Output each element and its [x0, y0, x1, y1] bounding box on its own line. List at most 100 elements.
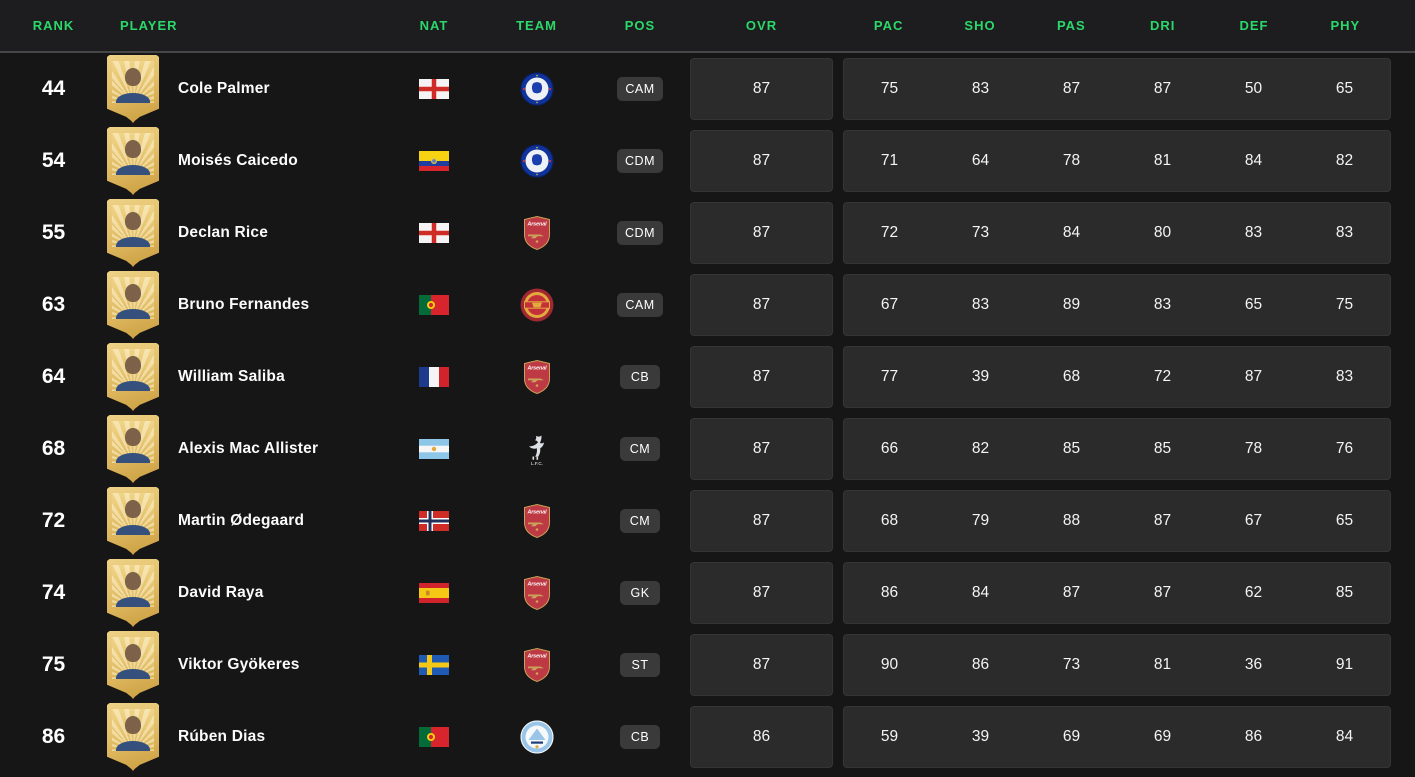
player-name[interactable]: Cole Palmer — [178, 80, 270, 97]
gold-player-card-icon[interactable] — [107, 703, 159, 771]
player-row[interactable]: 72 Martin Ødegaard Arsenal CM 87 68 79 88 87 67 65 — [0, 485, 1415, 557]
pas-value: 85 — [1062, 440, 1081, 457]
england-flag-icon — [419, 79, 449, 99]
sho-value: 79 — [971, 512, 990, 529]
gold-player-card-icon[interactable] — [107, 487, 159, 555]
player-name[interactable]: Declan Rice — [178, 224, 269, 241]
gold-player-card-icon[interactable] — [107, 127, 159, 195]
ovr-rating-box: 87 — [690, 346, 833, 408]
dri-value: 72 — [1153, 368, 1172, 385]
gold-player-card-icon[interactable] — [107, 559, 159, 627]
player-rank: 64 — [41, 365, 66, 388]
dri-value: 80 — [1153, 224, 1172, 241]
player-portrait — [112, 61, 154, 103]
def-value: 67 — [1244, 512, 1263, 529]
column-header-rank[interactable]: RANK — [32, 18, 75, 33]
sho-value: 84 — [971, 584, 990, 601]
man-city-badge-icon[interactable] — [519, 719, 555, 755]
chelsea-badge-icon[interactable] — [519, 143, 555, 179]
player-row[interactable]: 75 Viktor Gyökeres Arsenal ST 87 90 86 73 81 36 91 — [0, 629, 1415, 701]
spain-flag-icon — [419, 583, 449, 603]
arsenal-badge-icon[interactable]: Arsenal — [519, 503, 555, 539]
gold-player-card-icon[interactable] — [107, 199, 159, 267]
player-portrait — [112, 421, 154, 463]
column-header-pos[interactable]: POS — [624, 18, 656, 33]
sho-value: 86 — [971, 656, 990, 673]
sho-value: 83 — [971, 80, 990, 97]
column-header-pac[interactable]: PAC — [873, 18, 904, 33]
liverpool-badge-icon[interactable]: L.F.C. — [519, 431, 555, 467]
column-header-nat[interactable]: NAT — [419, 18, 449, 33]
player-row[interactable]: 63 Bruno Fernandes CAM 87 67 83 89 83 65 75 — [0, 269, 1415, 341]
gold-player-card-icon[interactable] — [107, 343, 159, 411]
ovr-value: 87 — [752, 440, 771, 457]
column-header-ovr[interactable]: OVR — [745, 18, 778, 33]
column-header-phy[interactable]: PHY — [1330, 18, 1361, 33]
player-row[interactable]: 55 Declan Rice Arsenal CDM 87 72 73 84 80 83 83 — [0, 197, 1415, 269]
chelsea-badge-icon[interactable] — [519, 71, 555, 107]
dri-value: 87 — [1153, 512, 1172, 529]
player-row[interactable]: 86 Rúben Dias CB 86 59 39 69 69 86 84 — [0, 701, 1415, 773]
def-value: 36 — [1244, 656, 1263, 673]
phy-value: 75 — [1335, 296, 1354, 313]
pas-value: 78 — [1062, 152, 1081, 169]
player-name[interactable]: Bruno Fernandes — [178, 296, 310, 313]
column-header-team[interactable]: TEAM — [516, 18, 557, 33]
arsenal-badge-icon[interactable]: Arsenal — [519, 647, 555, 683]
gold-player-card-icon[interactable] — [107, 415, 159, 483]
player-row[interactable]: 44 Cole Palmer CAM 87 75 83 87 87 50 65 — [0, 53, 1415, 125]
player-name[interactable]: Rúben Dias — [178, 728, 266, 745]
ovr-value: 87 — [752, 80, 771, 97]
position-badge: CB — [620, 725, 660, 749]
player-rank: 54 — [41, 149, 66, 172]
pac-value: 75 — [880, 80, 899, 97]
ovr-value: 87 — [752, 224, 771, 241]
def-value: 87 — [1244, 368, 1263, 385]
sho-value: 82 — [971, 440, 990, 457]
player-name[interactable]: Martin Ødegaard — [178, 512, 305, 529]
player-row-partial — [0, 773, 1415, 777]
column-header-player[interactable]: PLAYER — [120, 18, 178, 33]
portugal-flag-icon — [419, 295, 449, 315]
player-portrait — [112, 709, 154, 751]
column-header-pas[interactable]: PAS — [1056, 18, 1086, 33]
player-name[interactable]: David Raya — [178, 584, 264, 601]
player-row[interactable]: 64 William Saliba Arsenal CB 87 77 39 68 72 87 83 — [0, 341, 1415, 413]
dri-value: 87 — [1153, 80, 1172, 97]
svg-text:Arsenal: Arsenal — [526, 654, 547, 660]
column-header-def[interactable]: DEF — [1239, 18, 1269, 33]
sho-value: 73 — [971, 224, 990, 241]
gold-player-card-icon[interactable] — [107, 55, 159, 123]
phy-value: 83 — [1335, 224, 1354, 241]
ovr-rating-box: 86 — [690, 706, 833, 768]
player-row[interactable]: 54 Moisés Caicedo CDM 87 71 64 78 81 84 82 — [0, 125, 1415, 197]
attribute-stats-box: 86 84 87 87 62 85 — [843, 562, 1391, 624]
attribute-stats-box: 72 73 84 80 83 83 — [843, 202, 1391, 264]
player-row[interactable]: 68 Alexis Mac Allister L.F.C. CM 87 66 82 85 85 7… — [0, 413, 1415, 485]
england-flag-icon — [419, 223, 449, 243]
gold-player-card-icon[interactable] — [107, 271, 159, 339]
pac-value: 86 — [880, 584, 899, 601]
ovr-rating-box: 87 — [690, 562, 833, 624]
man-united-badge-icon[interactable] — [519, 287, 555, 323]
def-value: 84 — [1244, 152, 1263, 169]
arsenal-badge-icon[interactable]: Arsenal — [519, 359, 555, 395]
player-row[interactable]: 74 David Raya Arsenal GK 87 86 84 87 87 62 85 — [0, 557, 1415, 629]
pas-value: 84 — [1062, 224, 1081, 241]
dri-value: 85 — [1153, 440, 1172, 457]
ovr-rating-box: 87 — [690, 58, 833, 120]
position-badge: CAM — [617, 293, 663, 317]
player-name[interactable]: Alexis Mac Allister — [178, 440, 319, 457]
arsenal-badge-icon[interactable]: Arsenal — [519, 575, 555, 611]
column-header-dri[interactable]: DRI — [1149, 18, 1176, 33]
player-name[interactable]: William Saliba — [178, 368, 285, 385]
arsenal-badge-icon[interactable]: Arsenal — [519, 215, 555, 251]
player-portrait — [112, 565, 154, 607]
player-name[interactable]: Moisés Caicedo — [178, 152, 298, 169]
player-name[interactable]: Viktor Gyökeres — [178, 656, 300, 673]
ovr-value: 86 — [752, 728, 771, 745]
gold-player-card-icon[interactable] — [107, 631, 159, 699]
pas-value: 73 — [1062, 656, 1081, 673]
attribute-stats-box: 66 82 85 85 78 76 — [843, 418, 1391, 480]
column-header-sho[interactable]: SHO — [964, 18, 996, 33]
